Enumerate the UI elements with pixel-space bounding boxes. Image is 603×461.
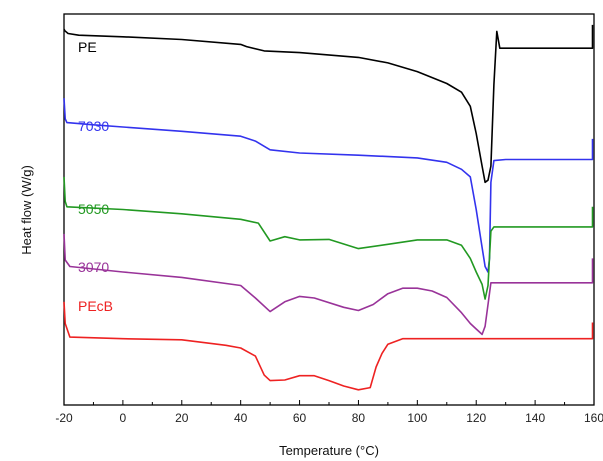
- x-tick-label: 20: [175, 411, 189, 425]
- x-tick-label: 100: [407, 411, 427, 425]
- series-line-pe: [63, 24, 594, 184]
- series-line-7030: [63, 98, 594, 273]
- x-axis-ticks: -20 0 20 40 60 80 100 120 140 160: [55, 400, 603, 425]
- series-label-pe: PE: [78, 39, 97, 55]
- series-layer: [63, 24, 594, 391]
- x-tick-label: 120: [466, 411, 486, 425]
- x-axis-title: Temperature (°C): [279, 443, 379, 458]
- plot-frame: [63, 13, 595, 406]
- series-label-pecb: PEcB: [78, 298, 113, 314]
- series-label-7030: 7030: [78, 118, 109, 134]
- x-tick-label: 0: [120, 411, 127, 425]
- x-tick-label: 40: [234, 411, 248, 425]
- series-line-pecb: [63, 301, 594, 391]
- x-tick-label: 80: [352, 411, 366, 425]
- x-tick-label: 140: [525, 411, 545, 425]
- y-axis-title: Heat flow (W/g): [19, 165, 34, 255]
- series-label-5050: 5050: [78, 201, 109, 217]
- series-line-3070: [63, 233, 594, 336]
- series-labels: PE 7030 5050 3070 PEcB: [78, 39, 113, 314]
- series-label-3070: 3070: [78, 259, 109, 275]
- series-line-5050: [63, 176, 594, 300]
- x-tick-label: 160: [584, 411, 603, 425]
- x-tick-label: 60: [293, 411, 307, 425]
- x-tick-label: -20: [55, 411, 73, 425]
